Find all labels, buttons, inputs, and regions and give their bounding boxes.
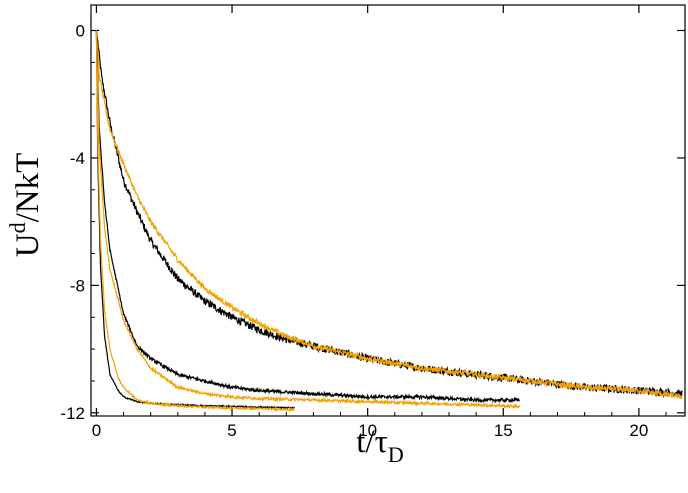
series-layer [95,30,683,413]
x-axis-title-main: t/τ [356,424,388,460]
y-axis-title-main: U [10,233,46,257]
y-tick-label: -8 [70,276,85,295]
y-axis-title-rest: /NkT [10,153,46,223]
axis-ticks: 0 5 10 15 20 0 -4 -8 -12 [60,5,685,440]
plot-frame [90,4,686,417]
series-4-line [95,30,521,410]
x-tick-label: 5 [227,421,236,440]
series-1-line [95,30,683,400]
x-tick-label: 0 [92,421,101,440]
series-5-line [95,30,295,411]
y-axis-title-sup: d [5,222,30,233]
y-tick-label: 0 [76,21,85,40]
y-tick-label: -12 [60,404,85,423]
series-2-line [95,30,683,400]
series-3-line [95,30,520,404]
x-tick-label: 20 [629,421,648,440]
y-tick-label: -4 [70,149,85,168]
x-tick-label: 15 [494,421,513,440]
x-axis-title-sub: D [388,442,404,467]
series-6-line [95,30,295,413]
y-axis-title: Ud/NkT [5,153,46,258]
x-axis-title: t/τD [356,424,404,467]
x-tick-label: 10 [358,421,377,440]
